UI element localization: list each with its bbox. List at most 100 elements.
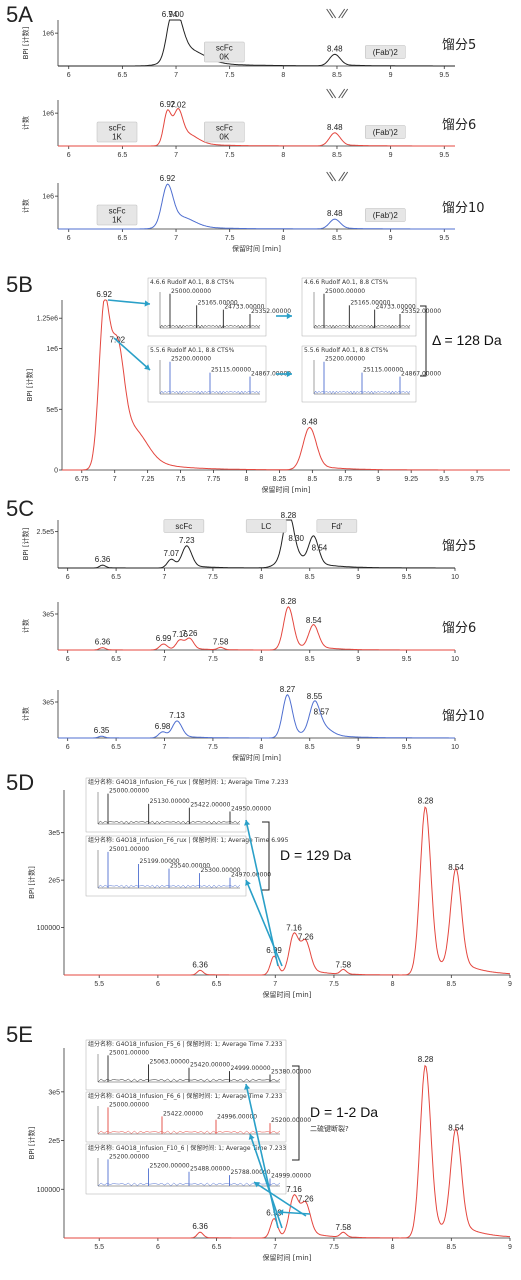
- panel-5c-2-y-label: 计数: [21, 707, 30, 721]
- panel-5a-0-x-tick-label: 9: [389, 72, 393, 79]
- panel-5e-x-tick-label: 9: [508, 1244, 512, 1251]
- panel-5e-peak-label: 8.54: [448, 1123, 464, 1132]
- panel-5d-inset-0: 组分名称: G4O18_Infusion_F6_rux | 保留时间: 1; A…: [85, 777, 289, 833]
- panel-5a-1-x-tick-label: 7: [174, 152, 178, 159]
- panel-5e-inset-0-title: 组分名称: G4O18_Infusion_F5_6 | 保留时间: 1; Ave…: [88, 1040, 283, 1048]
- panel-5b-inset-blue-raw-frame: [147, 345, 267, 403]
- panel-5e-inset-0-peak-label: 25420.00000: [190, 1062, 230, 1069]
- panel-5c-1-x-tick-label: 9: [356, 656, 360, 663]
- panel-5e-peak-label: 7.16: [286, 1185, 302, 1194]
- panel-5c-2-x-tick-label: 8.5: [305, 744, 315, 751]
- panel-5d-x-label: 保留时间 [min]: [263, 990, 312, 999]
- panel-5c-1-x-tick-label: 10: [451, 656, 459, 663]
- panel-5d-trace: [64, 806, 511, 976]
- panel-5a-fraction-label: 馏分10: [442, 201, 485, 216]
- panel-5e-inset-1-noise: [97, 1130, 281, 1135]
- panel-5a-1-box-text: scFc: [109, 124, 126, 133]
- panel-5b-inset-blue-deconv-frame: [301, 345, 417, 403]
- panel-5a-2-box: [96, 204, 138, 226]
- panel-5b-inset-black-raw-peak-label: 25352.00000: [251, 308, 291, 315]
- panel-5d-x-tick-label: 7: [273, 981, 277, 988]
- panel-5b-inset-blue-deconv-title: 5.5.6 Rudolf A0.1, 8.8 CTS%: [304, 347, 389, 354]
- panel-title-5B: 5B: [6, 272, 33, 297]
- panel-5a-0-x-tick-label: 7: [174, 72, 178, 79]
- panel-5e-delta-sub-label: 二硫键断裂?: [310, 1124, 349, 1133]
- panel-5e-trace: [64, 1064, 510, 1239]
- panel-5e-bracket: [292, 1065, 300, 1161]
- panel-5c-peak-label: 8.30: [288, 534, 304, 543]
- panel-5b-x-tick-label: 7: [113, 476, 117, 483]
- panel-5a-0-box-text: scFc: [216, 44, 233, 53]
- panel-5b-x-tick-label: 8: [245, 476, 249, 483]
- panel-5a-1-box-text: (Fab')2: [373, 128, 399, 137]
- panel-5a-1-x-tick-label: 8: [281, 152, 285, 159]
- panel-5b-inset-blue-raw: 5.5.6 Rudolf A0.1, 8.8 CTS% 25200.0000025…: [147, 345, 291, 403]
- panel-5c-peak-label: 7.16: [172, 630, 188, 639]
- panel-5b-inset-black-deconv-peak-label: 24733.00000: [376, 304, 416, 311]
- panel-5a-0-box: [204, 41, 245, 63]
- panel-5c-peak-label: 7.13: [169, 711, 185, 720]
- panel-5b-inset-blue-deconv: 5.5.6 Rudolf A0.1, 8.8 CTS% 25200.00000 25…: [301, 345, 441, 403]
- panel-5b-inset-blue-raw-title: 5.5.6 Rudolf A0.1, 8.8 CTS%: [150, 347, 235, 354]
- panel-5e-inset-1-peak-label: 25000.00000: [109, 1101, 149, 1108]
- panel-5d-inset-0-peak-label: 24950.00000: [231, 806, 271, 813]
- panel-5a-1-y-label: 计数: [21, 116, 30, 130]
- panel-5a-2-box-text: scFc: [109, 207, 126, 216]
- panel-5a-peak-label: 6.94: [162, 10, 178, 19]
- panel-title-5E: 5E: [6, 1022, 33, 1047]
- panel-5b-trace: [62, 299, 510, 471]
- panel-5e-inset-2: 组分名称: G4O18_Infusion_F10_6 | 保留时间: 1; Av…: [85, 1143, 311, 1195]
- panel-5a-0-y-tick-label: 1e6: [42, 31, 54, 38]
- panel-5c-0-x-tick-label: 6.5: [111, 574, 121, 581]
- panel-5d-inset-0-frame: [85, 777, 247, 833]
- panel-5e-inset-2-frame: [85, 1143, 287, 1195]
- panel-5b-inset-black-deconv-peak-label: 25352.00000: [401, 308, 441, 315]
- panel-5b-arrow-head: [144, 364, 150, 370]
- panel-5a-peak-label: 8.48: [327, 209, 343, 218]
- panel-5e-inset-2-peak-label: 25788.00000: [231, 1169, 271, 1176]
- panel-5b-inset-black-raw: 4.6.6 Rudolf A0.1, 8.8 CTS% 25000.00000 25…: [147, 277, 291, 337]
- panel-5a-2-box: [365, 208, 406, 222]
- panel-5c-0-x-tick-label: 9: [356, 574, 360, 581]
- panel-5b-x-tick-label: 8.25: [273, 476, 287, 483]
- panel-5e-inset-1-peak-label: 25200.00000: [271, 1117, 311, 1124]
- panel-5e-inset-0-peak-label: 25063.00000: [150, 1058, 190, 1065]
- panel-5c-2-x-tick-label: 8: [259, 744, 263, 751]
- panel-5b-y-label: BPI [计数]: [25, 368, 34, 401]
- panel-5a-1-box-text: scFc: [216, 124, 233, 133]
- panel-5d-arrow-head: [245, 880, 251, 886]
- panel-title-5A: 5A: [6, 2, 33, 27]
- panel-5e-x-tick-label: 6.5: [212, 1244, 222, 1251]
- panel-5b-inset-blue-raw-peak-label: 25200.00000: [171, 356, 211, 363]
- panel-5c-peak-label: 7.58: [213, 638, 229, 647]
- panel-5e-x-tick-label: 6: [156, 1244, 160, 1251]
- panel-5d-y-label: BPI [计数]: [27, 866, 36, 899]
- panel-5d-peak-label: 7.26: [298, 932, 314, 941]
- panel-5b-inset-blue-deconv-peak-label: 25115.00000: [363, 367, 403, 374]
- panel-5c-peak-label: 6.35: [94, 726, 110, 735]
- panel-5a-1-box: [204, 121, 245, 143]
- panel-5a-0-x-tick-label: 8.5: [332, 72, 342, 79]
- panel-5c-peak-label: 6.36: [95, 555, 111, 564]
- panel-5a-0-x-tick-label: 9.5: [439, 72, 449, 79]
- panel-5a-2-y-label: 计数: [21, 199, 30, 213]
- panel-5b: 6.75 7 7.25 7.5 7.75 8 8.25 8.5 8.75 9 9.25 9.5 9.75…: [25, 277, 510, 494]
- panel-5b-arrow-head: [286, 370, 292, 378]
- panel-5a-peak-label: 7.02: [170, 100, 186, 109]
- panel-5a-0-x-tick-label: 6.5: [118, 72, 128, 79]
- panel-5c-0-x-tick-label: 7.5: [208, 574, 218, 581]
- panel-5b-y-tick-label: 0: [54, 468, 58, 475]
- panel-5b-bracket: [420, 305, 427, 377]
- panel-5a-2-y-tick-label: 1e6: [42, 194, 54, 201]
- panel-5e-arrow: [277, 1211, 311, 1215]
- panel-5c-2-trace: [58, 694, 455, 739]
- panel-5d-inset-0-peak-label: 25000.00000: [109, 788, 149, 795]
- panel-5c-1-x-tick-label: 7.5: [208, 656, 218, 663]
- panel-5d-peak-label: 7.58: [336, 960, 352, 969]
- panel-5e-peak-label: 7.58: [336, 1223, 352, 1232]
- panel-5d-y-tick-label: 3e5: [48, 830, 60, 837]
- panel-5a-2-box-text: (Fab')2: [373, 211, 399, 220]
- panel-5e-inset-1: 组分名称: G4O18_Infusion_F6_6 | 保留时间: 1; Ave…: [85, 1091, 311, 1143]
- panel-5a-0-y-label: BPI [计数]: [21, 26, 30, 59]
